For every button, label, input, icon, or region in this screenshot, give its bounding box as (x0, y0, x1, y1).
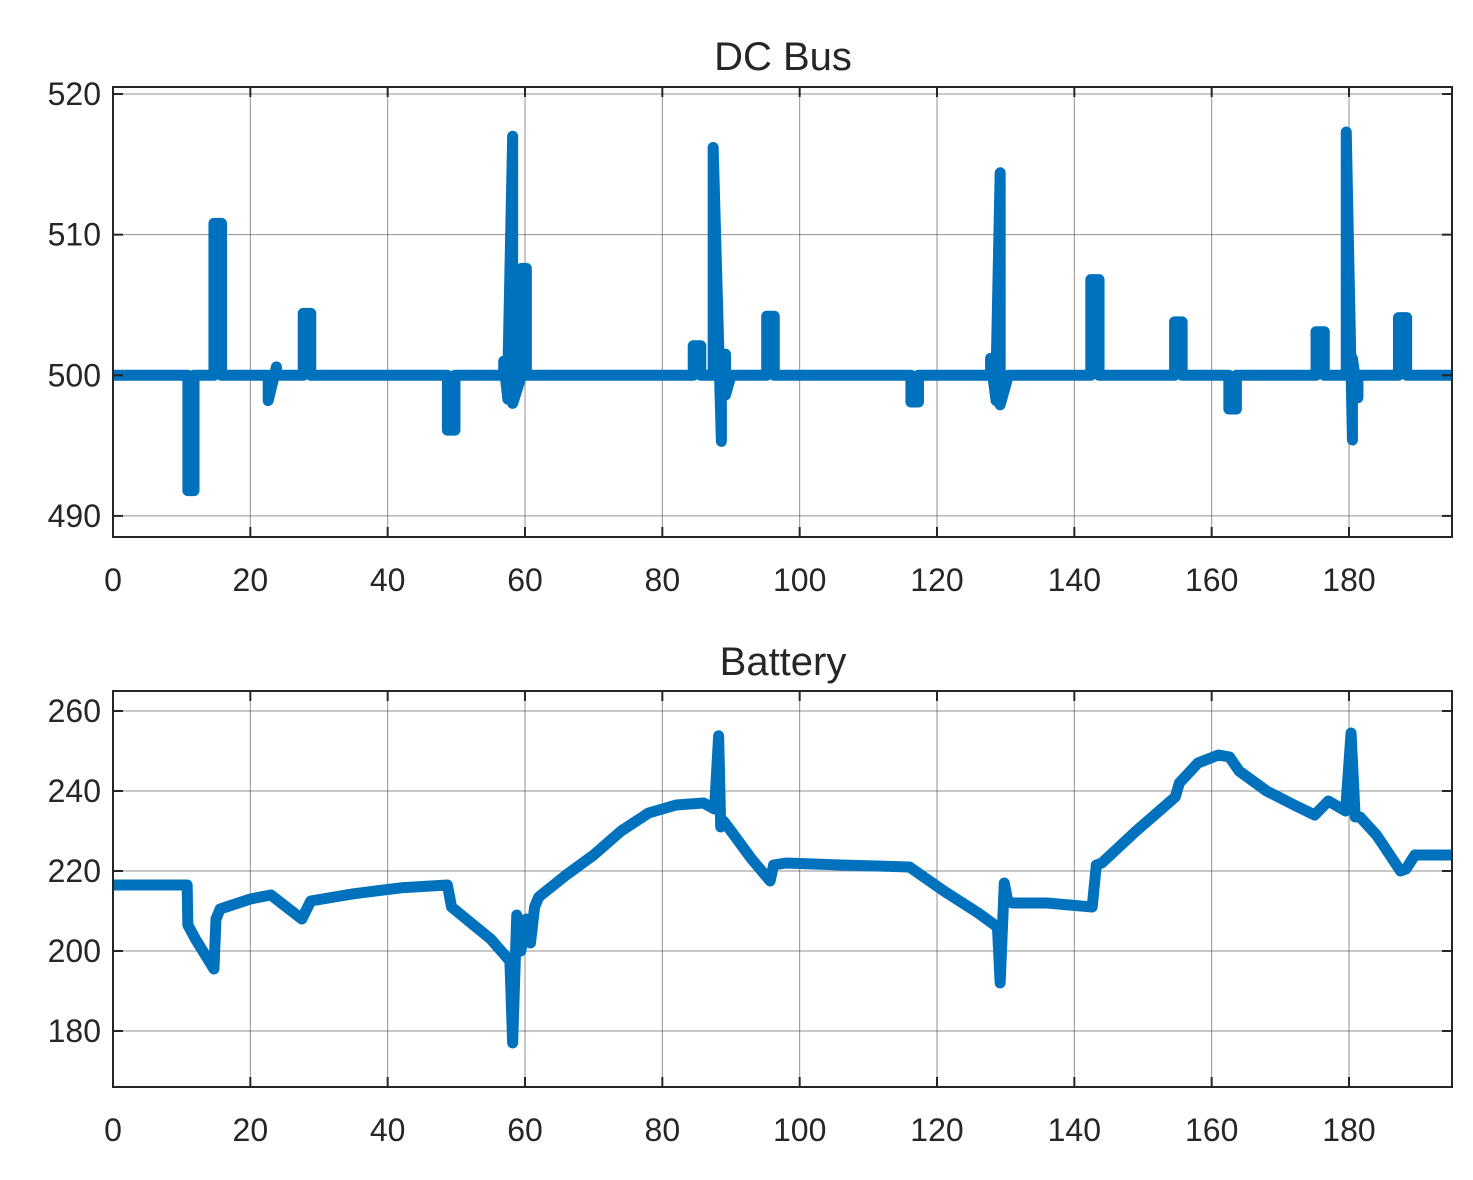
battery-axes-frame (112, 690, 1453, 1088)
dc-bus-series-line (113, 126, 1452, 497)
battery-y-tick-label: 180 (48, 1013, 101, 1049)
battery-x-tick-label: 120 (910, 1112, 963, 1148)
dc-bus-y-tick-label: 500 (48, 357, 101, 393)
battery-x-tick-label: 160 (1185, 1112, 1238, 1148)
dc-bus-x-tick-label: 40 (370, 562, 406, 598)
battery-x-tick-label: 140 (1048, 1112, 1101, 1148)
dc-bus-y-tick-label: 510 (48, 217, 101, 253)
battery-x-tick-label: 40 (370, 1112, 406, 1148)
battery-subplot: Battery 0 20 40 60 80 100 120 140 160 180 180 200 22… (48, 640, 1453, 1148)
battery-x-tick-label: 100 (773, 1112, 826, 1148)
dc-bus-x-tick-label: 0 (104, 562, 122, 598)
battery-x-tick-label: 80 (645, 1112, 681, 1148)
dc-bus-x-tick-label: 180 (1322, 562, 1375, 598)
battery-x-tick-label: 60 (507, 1112, 543, 1148)
battery-x-tick-label: 180 (1322, 1112, 1375, 1148)
dc-bus-x-tick-label: 80 (645, 562, 681, 598)
dc-bus-x-tick-label: 100 (773, 562, 826, 598)
dc-bus-axes-frame (112, 86, 1453, 538)
battery-chart-title: Battery (720, 640, 847, 684)
dc-bus-x-tick-label: 20 (233, 562, 269, 598)
battery-x-tick-label: 0 (104, 1112, 122, 1148)
dc-bus-x-tick-label: 120 (910, 562, 963, 598)
battery-plot-area (113, 727, 1452, 1049)
dc-bus-chart-title: DC Bus (714, 35, 852, 79)
battery-y-tick-label: 260 (48, 693, 101, 729)
battery-y-tick-label: 240 (48, 773, 101, 809)
dc-bus-x-tick-label: 160 (1185, 562, 1238, 598)
dc-bus-subplot: DC Bus 0 20 40 60 80 100 120 140 160 180 490 500 510… (48, 35, 1453, 598)
dc-bus-plot-area (113, 126, 1452, 497)
dc-bus-y-tick-label: 520 (48, 76, 101, 112)
dc-bus-x-tick-label: 140 (1048, 562, 1101, 598)
dc-bus-x-tick-label: 60 (507, 562, 543, 598)
dc-bus-axes: 0 20 40 60 80 100 120 140 160 180 490 500 510 520 (48, 76, 1452, 598)
battery-series-line (113, 727, 1452, 1049)
battery-y-tick-label: 200 (48, 933, 101, 969)
battery-axes: 0 20 40 60 80 100 120 140 160 180 180 200 220 240 260 (48, 691, 1452, 1148)
battery-x-tick-label: 20 (233, 1112, 269, 1148)
dc-bus-y-tick-label: 490 (48, 498, 101, 534)
battery-y-tick-label: 220 (48, 853, 101, 889)
